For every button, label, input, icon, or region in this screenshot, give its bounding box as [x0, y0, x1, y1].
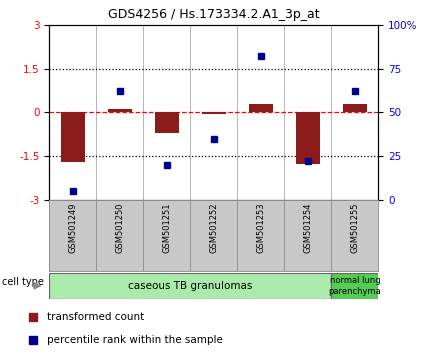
Bar	[96, 200, 144, 271]
Text: GSM501252: GSM501252	[209, 202, 218, 253]
Text: GSM501250: GSM501250	[115, 202, 124, 253]
Bar	[343, 104, 367, 113]
Text: GSM501253: GSM501253	[256, 202, 265, 253]
Text: cell type: cell type	[3, 277, 44, 287]
Text: GSM501255: GSM501255	[350, 202, 359, 253]
Text: GSM501249: GSM501249	[68, 202, 77, 253]
Title: GDS4256 / Hs.173334.2.A1_3p_at: GDS4256 / Hs.173334.2.A1_3p_at	[108, 8, 320, 21]
Bar	[49, 200, 96, 271]
Bar	[190, 200, 237, 271]
Bar	[296, 113, 319, 164]
Bar	[237, 200, 284, 271]
Bar	[49, 273, 332, 299]
Bar	[108, 109, 132, 113]
Bar	[202, 113, 226, 114]
Bar	[155, 113, 179, 133]
Bar	[61, 113, 85, 162]
Text: normal lung
parenchyma: normal lung parenchyma	[329, 276, 381, 296]
Text: caseous TB granulomas: caseous TB granulomas	[128, 281, 252, 291]
Bar	[332, 200, 378, 271]
Text: GSM501254: GSM501254	[304, 202, 313, 253]
Text: GSM501251: GSM501251	[163, 202, 172, 253]
Bar	[284, 200, 332, 271]
Text: percentile rank within the sample: percentile rank within the sample	[47, 335, 223, 346]
Bar	[144, 200, 190, 271]
Bar	[332, 273, 378, 299]
Text: transformed count: transformed count	[47, 312, 144, 322]
Bar	[249, 104, 273, 113]
